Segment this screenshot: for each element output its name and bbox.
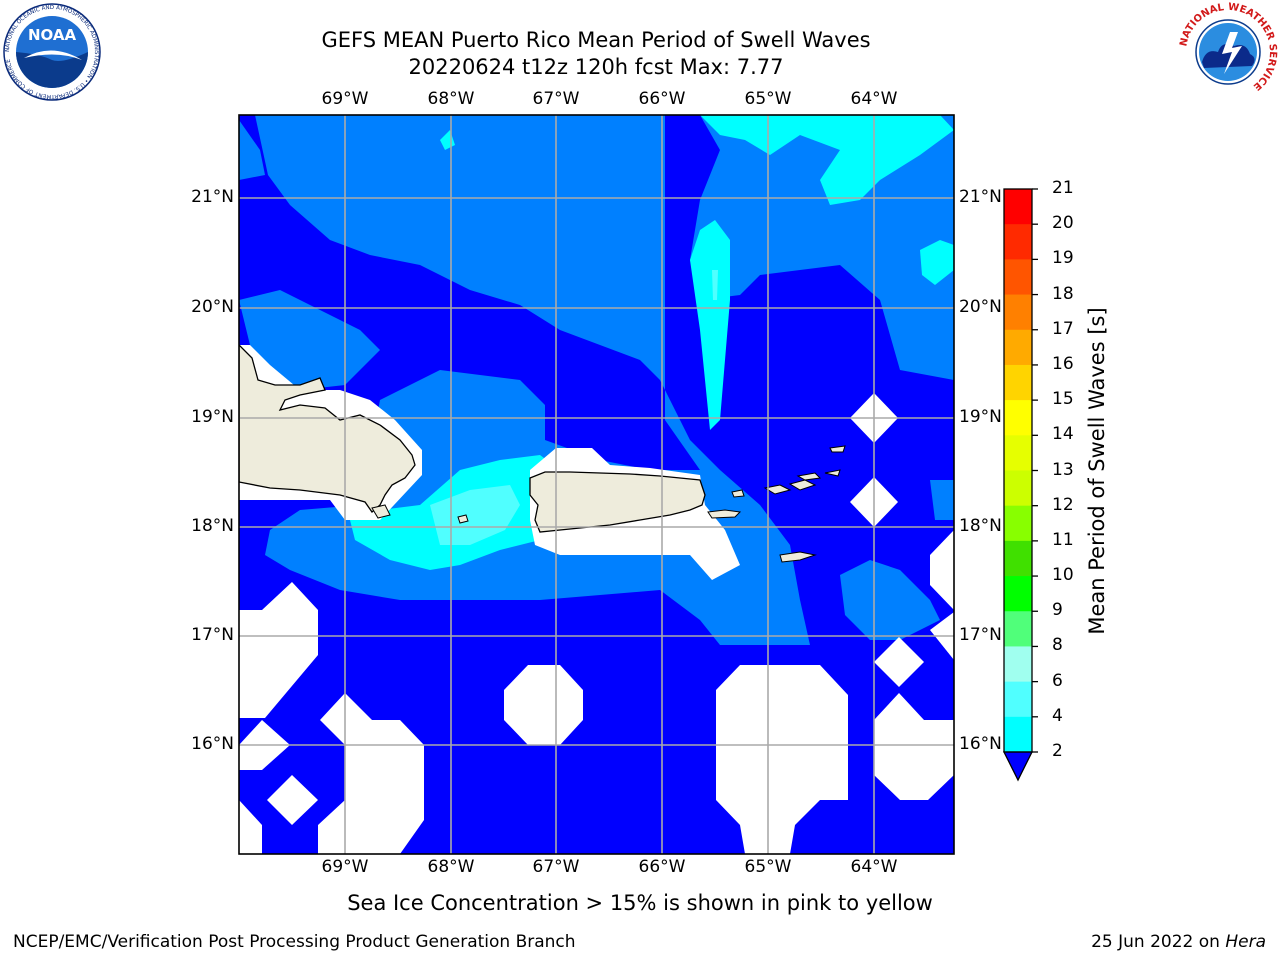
lon-label-top: 64°W	[850, 89, 898, 109]
region-2-4s-north	[390, 115, 430, 170]
colorbar-tick-label: 14	[1052, 424, 1074, 445]
colorbar-segment	[1004, 259, 1032, 296]
lon-label-bottom: 68°W	[427, 857, 475, 877]
lon-label-bottom: 66°W	[638, 857, 686, 877]
lon-label-top: 66°W	[638, 89, 686, 109]
colorbar-tick-label: 13	[1052, 459, 1074, 480]
colorbar-segment	[1004, 294, 1032, 331]
colorbar-tick-label: 18	[1052, 283, 1074, 304]
colorbar	[1002, 188, 1038, 782]
colorbar-tick-label: 21	[1052, 178, 1074, 198]
colorbar-segment	[1004, 716, 1032, 753]
colorbar-segment	[1004, 435, 1032, 471]
land-hispaniola	[239, 344, 416, 513]
masked-sw-3	[239, 800, 262, 854]
colorbar-segment	[1004, 189, 1032, 225]
colorbar-segment	[1004, 364, 1032, 401]
footer-date-text: 25 Jun 2022 on	[1091, 932, 1226, 952]
masked-cell-4	[930, 530, 954, 610]
svg-text:NOAA: NOAA	[28, 26, 77, 44]
masked-sw-4	[267, 775, 318, 825]
colorbar-tick-label: 11	[1052, 529, 1074, 550]
gridlines	[239, 115, 954, 854]
land-virgin-gorda	[824, 469, 841, 477]
colorbar-tick-label: 9	[1052, 600, 1063, 621]
land-st-croix	[779, 551, 817, 563]
lon-label-top: 67°W	[532, 89, 580, 109]
swell-period-field	[239, 115, 954, 854]
masked-cell-3	[874, 637, 924, 687]
colorbar-segment	[1004, 681, 1032, 718]
region-2-4s-east	[840, 560, 940, 640]
noaa-logo: NATIONAL OCEANIC AND ATMOSPHERIC ADMINIS…	[3, 3, 101, 101]
map-frame	[238, 114, 955, 855]
lon-label-top: 68°W	[427, 89, 475, 109]
lat-label-left: 18°N	[191, 516, 234, 536]
footer-host: Hera	[1225, 932, 1266, 952]
colorbar-segments	[1004, 189, 1032, 753]
land-vieques	[707, 509, 742, 519]
masked-cell-7	[716, 665, 848, 854]
colorbar-segment	[1004, 540, 1032, 577]
colorbar-tick-label: 2	[1052, 741, 1063, 761]
colorbar-segment	[1004, 611, 1032, 647]
nws-logo: NATIONAL WEATHER SERVICE	[1178, 2, 1278, 100]
colorbar-tick-label: 15	[1052, 389, 1074, 410]
chart-subtitle: 20220624 t12z 120h fcst Max: 7.77	[408, 55, 784, 79]
colorbar-segment	[1004, 400, 1032, 436]
lat-label-left: 16°N	[191, 734, 234, 754]
land-anegada	[829, 445, 846, 453]
colorbar-underflow-arrow	[1002, 751, 1034, 782]
colorbar-segment	[1004, 646, 1032, 683]
masked-sw-1	[239, 582, 318, 718]
lon-label-top: 65°W	[744, 89, 792, 109]
colorbar-ticks	[1032, 188, 1038, 753]
footer-credit: NCEP/EMC/Verification Post Processing Pr…	[13, 932, 576, 952]
colorbar-tick-label: 17	[1052, 318, 1074, 339]
region-4-6s-ne	[920, 240, 954, 285]
lat-label-left: 21°N	[191, 187, 234, 207]
region-6-8s-central	[712, 270, 718, 300]
colorbar-tick-label: 6	[1052, 670, 1063, 691]
lon-label-bottom: 65°W	[744, 857, 792, 877]
colorbar-tick-label: 12	[1052, 494, 1074, 515]
land-st-thomas	[763, 484, 792, 495]
colorbar-segment	[1004, 505, 1032, 542]
colorbar-segment	[1004, 576, 1032, 612]
colorbar-segment	[1004, 329, 1032, 366]
colorbar-tick-label: 4	[1052, 705, 1063, 726]
colorbar-segment	[1004, 470, 1032, 507]
land-saona	[371, 504, 391, 519]
colorbar-tick-label: 16	[1052, 353, 1074, 374]
masked-cell-6	[504, 665, 583, 745]
region-2-4s-nw	[239, 120, 265, 180]
lon-label-bottom: 67°W	[532, 857, 580, 877]
colorbar-tick-label: 20	[1052, 213, 1074, 234]
land-st-john	[788, 479, 817, 491]
colorbar-title: Mean Period of Swell Waves [s]	[1085, 307, 1109, 635]
colorbar-tick-label: 10	[1052, 565, 1074, 586]
masked-cell-8	[874, 693, 954, 800]
land-tortola	[796, 472, 822, 481]
colorbar-tick-label: 19	[1052, 248, 1074, 269]
land-mona	[457, 514, 469, 524]
lon-label-bottom: 64°W	[850, 857, 898, 877]
lat-label-left: 17°N	[191, 625, 234, 645]
lon-label-top: 69°W	[321, 89, 369, 109]
colorbar-segment	[1004, 224, 1032, 260]
footer-date: 25 Jun 2022 on Hera	[1091, 932, 1266, 952]
lat-label-left: 19°N	[191, 407, 234, 427]
region-6-8s-mona	[430, 485, 520, 545]
region-4-6s-north	[700, 115, 954, 205]
chart-title: GEFS MEAN Puerto Rico Mean Period of Swe…	[321, 28, 871, 52]
lon-label-bottom: 69°W	[321, 857, 369, 877]
sea-ice-caption: Sea Ice Concentration > 15% is shown in …	[347, 891, 933, 915]
land-culebra	[731, 489, 745, 498]
colorbar-tick-label: 8	[1052, 635, 1063, 656]
region-4-6s-central	[690, 220, 730, 430]
lat-label-left: 20°N	[191, 297, 234, 317]
region-2-4s-east-edge	[930, 480, 954, 520]
